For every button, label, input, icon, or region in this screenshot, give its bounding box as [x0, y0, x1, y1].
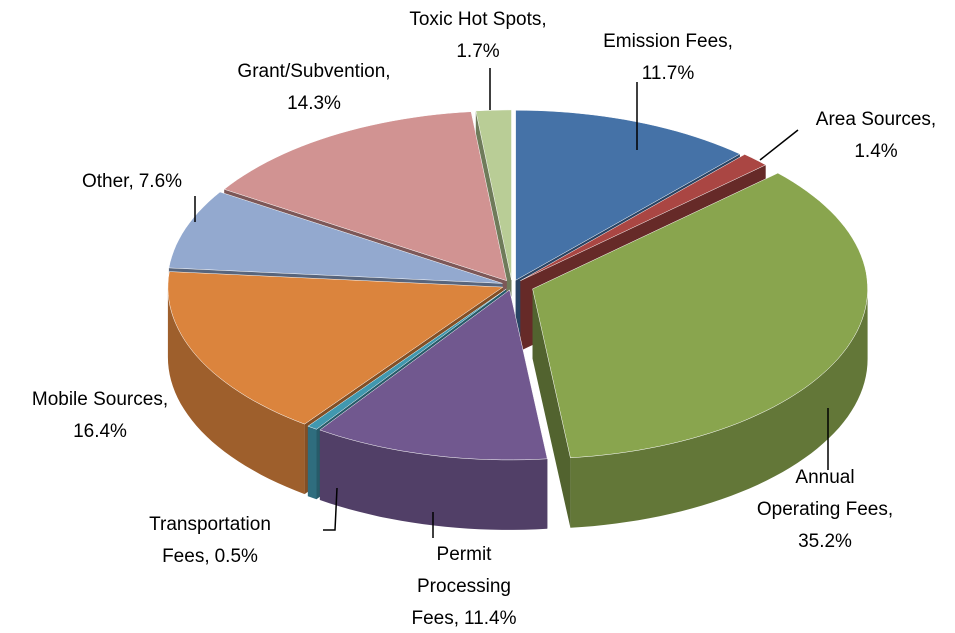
slice-label: Emission Fees,: [603, 31, 733, 52]
slice-value-label: 14.3%: [287, 93, 341, 114]
slice-label: Grant/Subvention,: [237, 61, 390, 82]
slice: [223, 111, 508, 282]
slice-value-label: 11.7%: [642, 63, 695, 84]
slice-side: [570, 288, 868, 528]
slice: [532, 172, 868, 459]
slice: [520, 154, 767, 281]
slice-label: Toxic Hot Spots,: [409, 9, 546, 30]
leader-line: [759, 129, 799, 161]
slice-side: [319, 430, 548, 530]
slice: [515, 110, 741, 281]
slice: [167, 271, 504, 425]
slice-label: Annual Operating Fees,: [757, 467, 893, 520]
slice-label: Area Sources,: [816, 109, 936, 130]
slice: [307, 288, 507, 430]
slice-label: Mobile Sources,: [32, 389, 168, 410]
slice: [319, 289, 548, 461]
slice-value-label: 1.7%: [456, 41, 499, 62]
slice-value-label: 7.6%: [139, 171, 182, 192]
slice: [168, 191, 503, 284]
slice-side: [167, 287, 305, 495]
slice-label: Transportation Fees,: [149, 514, 271, 567]
slice: [475, 109, 512, 280]
slice-value-label: 16.4%: [73, 421, 127, 442]
slice-label: Other,: [82, 171, 134, 192]
slice-value-label: 11.4%: [464, 608, 517, 629]
slice-value-label: 1.4%: [854, 141, 897, 162]
slice-cut-face: [532, 288, 571, 528]
slice-side: [307, 426, 317, 500]
slice-label: Permit Processing Fees,: [412, 544, 512, 629]
slice-value-label: 35.2%: [798, 531, 852, 552]
slice-value-label: 0.5%: [215, 546, 258, 567]
leader-line: [323, 487, 338, 531]
